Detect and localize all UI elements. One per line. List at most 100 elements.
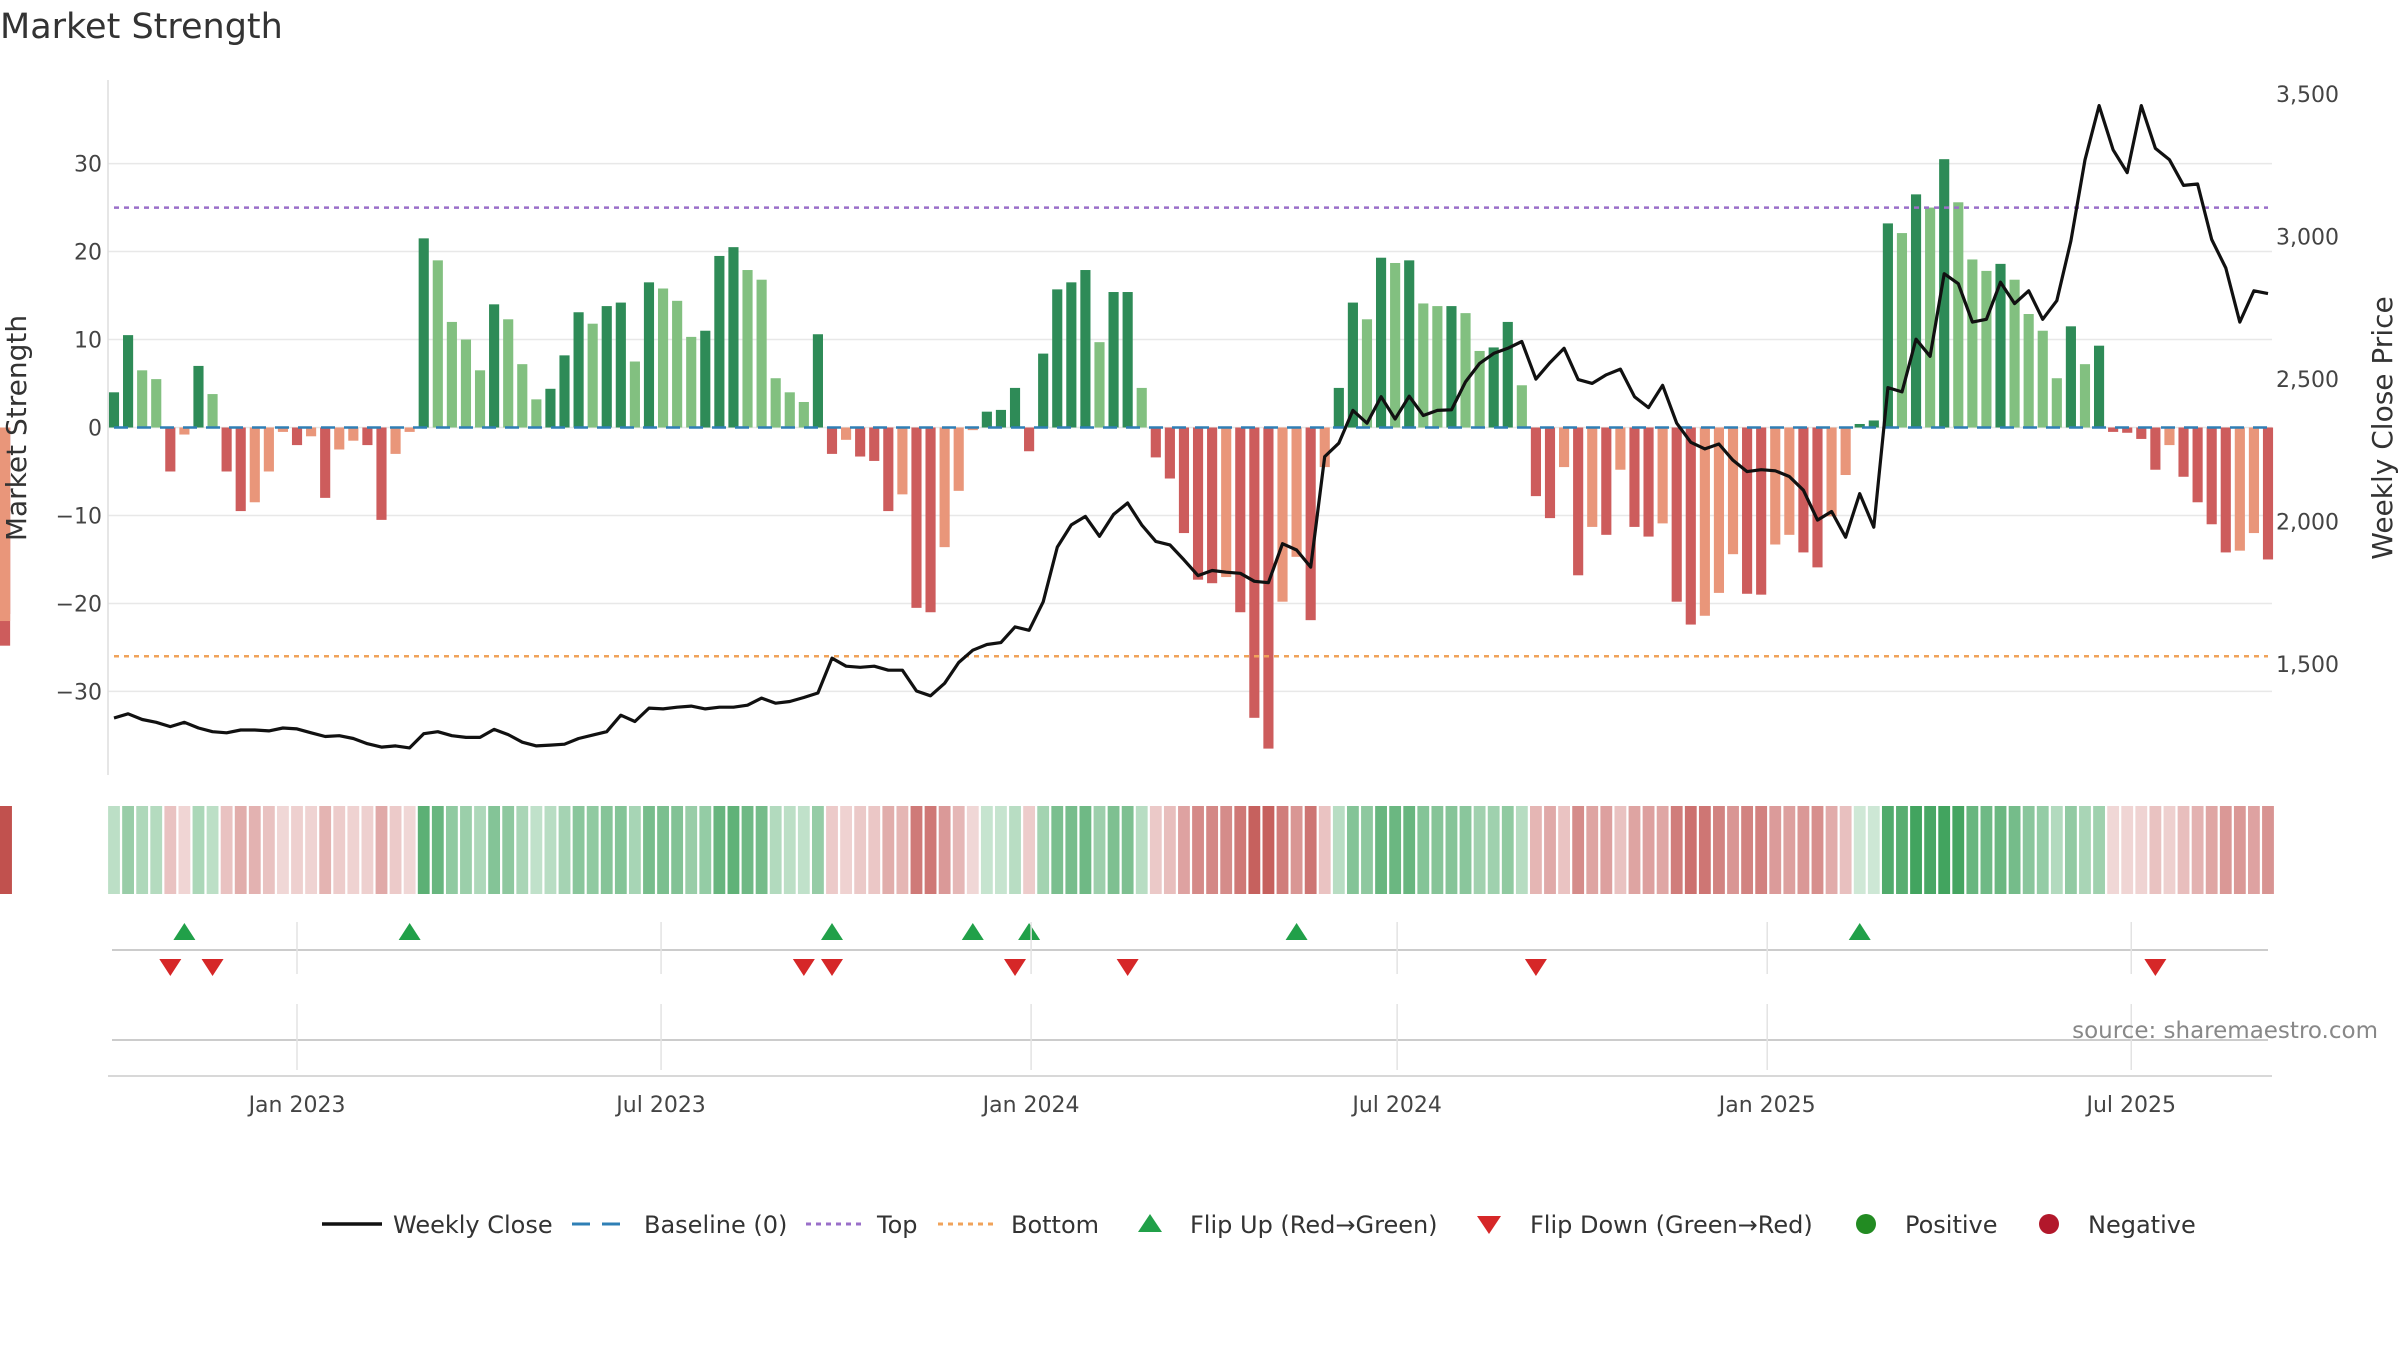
- strength-bar: [1474, 350, 1485, 428]
- strip-cell: [2205, 806, 2218, 894]
- strip-cell: [2163, 806, 2176, 894]
- strength-bar: [2108, 427, 2119, 432]
- strength-bar: [1277, 427, 1288, 602]
- strip-cell: [1698, 806, 1711, 894]
- weekly-close-line: [113, 103, 2269, 750]
- strength-bar: [2065, 326, 2076, 428]
- strength-bar: [629, 361, 640, 428]
- strength-bar: [1826, 427, 1837, 517]
- strip-cell: [1135, 806, 1148, 894]
- strip-cell: [572, 806, 585, 894]
- strip-cell: [347, 806, 360, 894]
- strength-bar: [1235, 427, 1246, 613]
- legend: Weekly Close Baseline (0) Top Bottom Flip Up…: [322, 1211, 2196, 1239]
- strength-bar: [1249, 427, 1260, 718]
- strength-bar: [686, 336, 697, 428]
- strip-cell: [812, 806, 824, 894]
- strip-cell: [882, 806, 895, 894]
- strip-cell: [1065, 806, 1078, 894]
- strip-cell: [1304, 806, 1317, 894]
- strip-cell: [966, 806, 979, 894]
- strip-cell: [474, 806, 486, 894]
- strip-cell: [741, 806, 754, 894]
- strip-cell: [178, 806, 191, 894]
- strip-cell: [136, 806, 149, 894]
- strip-cell: [2079, 806, 2091, 894]
- strip-cell: [389, 806, 402, 894]
- strip-cell: [1797, 806, 1810, 894]
- strip-cell: [248, 806, 261, 894]
- strip-cell: [150, 806, 163, 894]
- strength-bar: [517, 364, 528, 428]
- strength-bar: [1446, 306, 1457, 428]
- strength-bar: [2051, 378, 2062, 428]
- strip-cell: [1755, 806, 1768, 894]
- strength-bar: [1122, 292, 1133, 428]
- strength-bar: [2178, 427, 2189, 477]
- strip-cell: [995, 806, 1007, 894]
- legend-label: Bottom: [1011, 1211, 1099, 1239]
- left-tick-label: −20: [56, 592, 102, 617]
- strength-bar: [1263, 427, 1274, 749]
- strip-cell: [2121, 806, 2134, 894]
- strength-bar: [559, 355, 570, 428]
- legend-item-flip_up: Flip Up (Red→Green): [1138, 1211, 1438, 1239]
- chart-title: Market Strength: [0, 7, 283, 47]
- strength-bar: [531, 399, 542, 428]
- strip-cell: [1727, 806, 1739, 894]
- strength-bar: [1516, 385, 1527, 428]
- flip-down-marker: [792, 959, 815, 976]
- strength-bar: [320, 427, 331, 498]
- strip-cell: [502, 806, 515, 894]
- x-tick-label: Jul 2025: [2084, 1093, 2176, 1118]
- strength-bar: [1840, 427, 1851, 476]
- strength-bar: [883, 427, 894, 512]
- left-tick-label: 0: [88, 417, 102, 442]
- left-tick-label: 30: [74, 153, 102, 178]
- strip-cell: [108, 806, 120, 894]
- strip-cell: [262, 806, 275, 894]
- strength-bar: [911, 427, 922, 608]
- strip-cell: [1938, 806, 1951, 894]
- strip-cell: [431, 806, 444, 894]
- strength-bars: [0, 159, 2274, 749]
- strength-bar: [1671, 427, 1682, 602]
- strip-cell: [516, 806, 529, 894]
- strength-bar: [1333, 387, 1344, 428]
- strip-cell: [2191, 806, 2204, 894]
- strength-bar: [573, 312, 584, 428]
- strength-bar: [1544, 427, 1556, 519]
- right-tick-label: 2,500: [2276, 368, 2339, 393]
- strip-cell: [2022, 806, 2035, 894]
- legend-label: Baseline (0): [644, 1211, 787, 1239]
- strip-cell: [769, 806, 782, 894]
- strength-bar: [221, 427, 232, 472]
- strength-bar: [812, 334, 823, 428]
- strength-bar: [2122, 427, 2133, 433]
- strength-bar: [1418, 303, 1429, 428]
- strength-bar: [2136, 427, 2147, 439]
- strength-bar: [798, 401, 809, 428]
- strip-cell: [1670, 806, 1683, 894]
- strip-cell: [1178, 806, 1190, 894]
- strength-bar: [714, 255, 725, 428]
- strip-cell: [1051, 806, 1064, 894]
- strength-bar: [826, 427, 838, 454]
- strength-bar: [925, 427, 936, 613]
- strength-bar: [967, 427, 978, 431]
- strength-bar: [1657, 427, 1668, 524]
- strength-bar: [672, 300, 683, 428]
- strength-bar: [657, 288, 669, 428]
- strip-cell: [1206, 806, 1219, 894]
- strip-cell: [1783, 806, 1796, 894]
- strength-bar: [306, 427, 317, 437]
- strip-cell: [1403, 806, 1416, 894]
- strength-bar: [235, 427, 246, 512]
- strength-bar: [1024, 427, 1035, 452]
- strip-cell: [375, 806, 388, 894]
- strip-cell: [234, 806, 247, 894]
- strip-cell: [1248, 806, 1261, 894]
- strip-cell: [1220, 806, 1233, 894]
- strip-cell: [713, 806, 726, 894]
- right-tick-label: 3,000: [2276, 226, 2339, 251]
